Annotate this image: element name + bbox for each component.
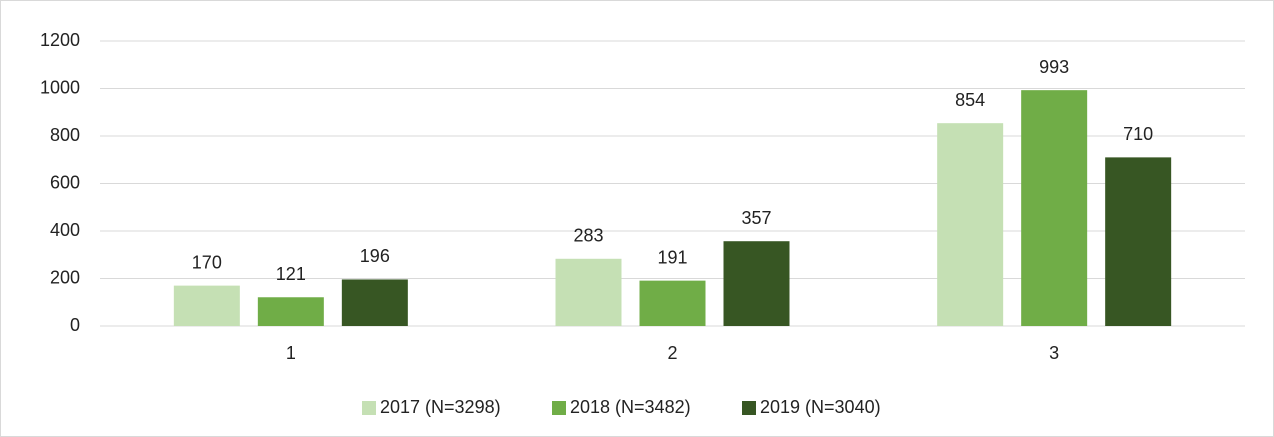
data-label: 283: [573, 226, 603, 246]
bar: [341, 279, 408, 326]
data-label: 191: [657, 247, 687, 267]
bar: [639, 280, 706, 326]
x-tick-label: 3: [1049, 343, 1059, 363]
y-tick-label: 1200: [40, 30, 80, 50]
y-tick-label: 200: [50, 267, 80, 287]
data-label: 854: [955, 90, 985, 110]
data-label: 170: [192, 252, 222, 272]
x-tick-label: 1: [286, 343, 296, 363]
bar: [937, 123, 1004, 326]
data-label: 710: [1123, 124, 1153, 144]
data-label: 121: [276, 264, 306, 284]
y-tick-label: 0: [70, 315, 80, 335]
y-tick-label: 400: [50, 220, 80, 240]
bar: [723, 241, 790, 326]
bar: [257, 297, 324, 326]
data-label: 196: [360, 246, 390, 266]
y-tick-label: 1000: [40, 77, 80, 97]
legend-swatch: [742, 401, 756, 415]
y-tick-label: 800: [50, 125, 80, 145]
legend-label: 2019 (N=3040): [760, 397, 881, 417]
legend-label: 2018 (N=3482): [570, 397, 691, 417]
legend-label: 2017 (N=3298): [380, 397, 501, 417]
bar: [555, 258, 622, 326]
data-label: 357: [741, 208, 771, 228]
bar: [1105, 157, 1172, 326]
legend-swatch: [362, 401, 376, 415]
bar: [1021, 90, 1088, 326]
data-label: 993: [1039, 57, 1069, 77]
y-tick-label: 600: [50, 172, 80, 192]
bar: [173, 285, 240, 326]
legend-swatch: [552, 401, 566, 415]
x-tick-label: 2: [667, 343, 677, 363]
